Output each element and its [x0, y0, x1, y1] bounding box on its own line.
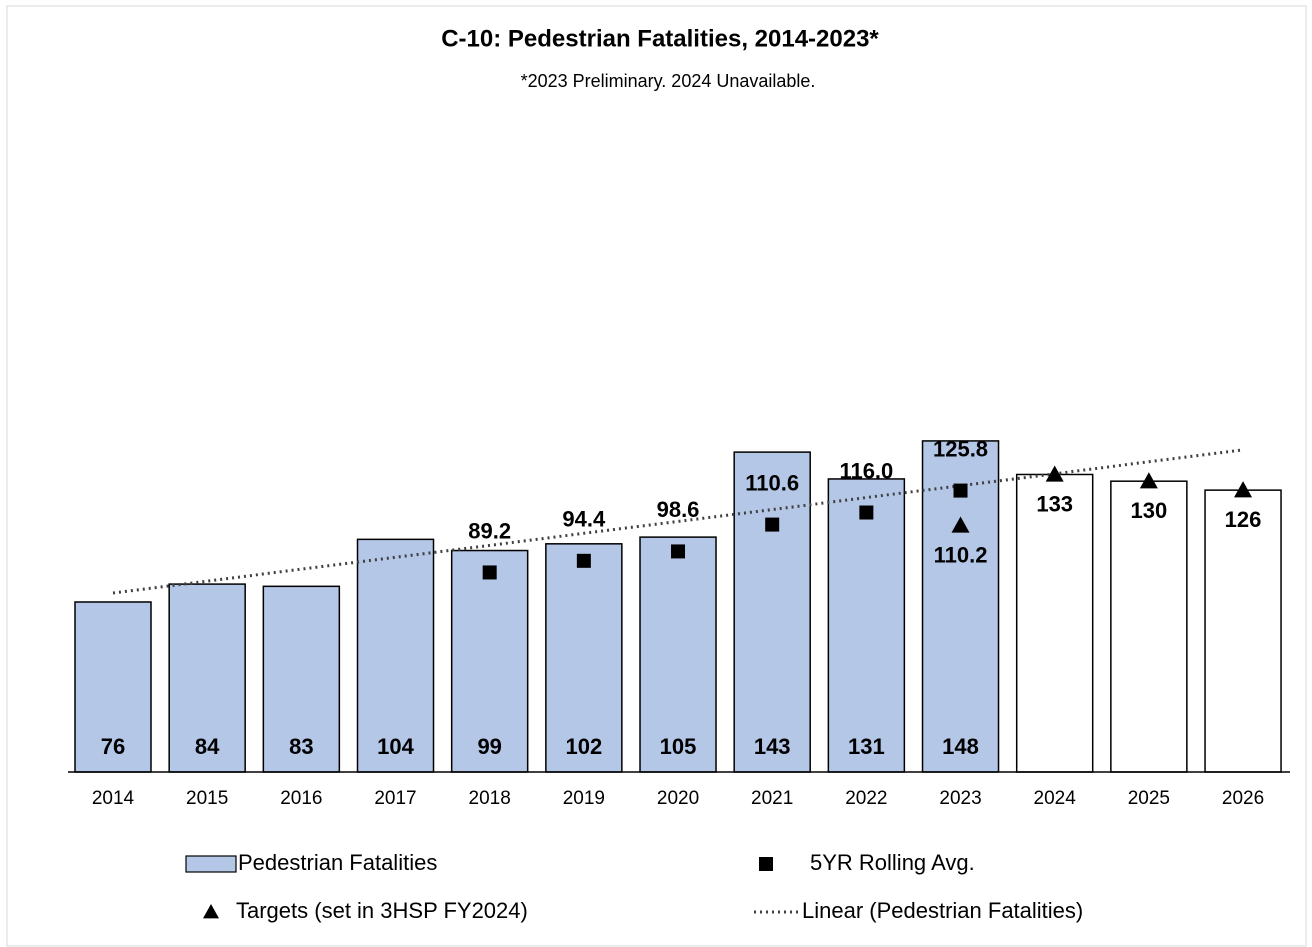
- legend-label: Targets (set in 3HSP FY2024): [236, 898, 528, 923]
- bar-value-label: 105: [660, 734, 697, 759]
- x-tick-label: 2024: [1034, 788, 1077, 809]
- bar: [262, 585, 341, 773]
- legend-swatch: [203, 904, 219, 919]
- bar-value-label: 104: [377, 734, 414, 759]
- avg-marker: [576, 553, 591, 568]
- x-tick-label: 2026: [1222, 788, 1264, 809]
- x-tick-label: 2015: [186, 788, 228, 809]
- target-marker: [951, 516, 970, 533]
- x-tick-label: 2020: [657, 788, 699, 809]
- bar: [733, 451, 811, 773]
- bar: [74, 601, 152, 773]
- bar: [639, 536, 717, 773]
- bar-value-label: 143: [754, 734, 791, 759]
- avg-marker: [765, 517, 780, 532]
- chart-subtitle: *2023 Preliminary. 2024 Unavailable.: [521, 71, 816, 91]
- target-value-label: 133: [1036, 491, 1073, 516]
- legend-label: Linear (Pedestrian Fatalities): [802, 898, 1083, 923]
- target-bar: [1204, 489, 1282, 773]
- legend-swatch: [759, 857, 773, 871]
- target-value-label: 110.2: [934, 542, 988, 567]
- bar-value-label: 99: [477, 734, 501, 759]
- avg-value-label: 116.0: [839, 458, 893, 483]
- target-bar: [1015, 473, 1094, 773]
- x-tick-label: 2021: [751, 788, 793, 809]
- avg-value-label: 98.6: [657, 497, 700, 522]
- x-tick-label: 2014: [92, 788, 135, 809]
- x-tick-label: 2016: [280, 788, 322, 809]
- target-marker: [1139, 472, 1158, 489]
- target-value-label: 130: [1131, 498, 1168, 523]
- bar: [827, 478, 906, 773]
- x-tick-label: 2019: [563, 788, 605, 809]
- target-marker: [1234, 481, 1253, 498]
- x-tick-label: 2017: [374, 788, 416, 809]
- avg-value-label: 94.4: [562, 507, 606, 532]
- bar: [450, 549, 529, 773]
- bar-value-label: 131: [848, 734, 885, 759]
- bar-value-label: 84: [195, 734, 220, 759]
- x-tick-label: 2022: [845, 788, 887, 809]
- bar-value-label: 148: [942, 734, 979, 759]
- legend-label: 5YR Rolling Avg.: [810, 850, 975, 875]
- target-bar: [1110, 480, 1188, 773]
- bar-value-label: 83: [289, 734, 313, 759]
- avg-marker: [671, 544, 686, 559]
- legend-swatch: [185, 855, 237, 873]
- bar-value-label: 76: [101, 734, 125, 759]
- x-tick-label: 2018: [469, 788, 511, 809]
- chart-title: C-10: Pedestrian Fatalities, 2014-2023*: [441, 25, 879, 52]
- avg-value-label: 125.8: [933, 436, 988, 461]
- x-tick-label: 2025: [1128, 788, 1170, 809]
- avg-value-label: 110.6: [745, 470, 799, 495]
- bar: [168, 583, 246, 773]
- avg-marker: [482, 565, 497, 580]
- target-marker: [1045, 465, 1064, 482]
- target-value-label: 126: [1225, 507, 1262, 532]
- avg-value-label: 89.2: [468, 518, 511, 543]
- bar: [356, 538, 435, 773]
- avg-marker: [859, 505, 874, 520]
- x-tick-label: 2023: [939, 788, 981, 809]
- bar-value-label: 102: [565, 734, 602, 759]
- avg-marker: [953, 483, 968, 498]
- legend-label: Pedestrian Fatalities: [238, 850, 437, 875]
